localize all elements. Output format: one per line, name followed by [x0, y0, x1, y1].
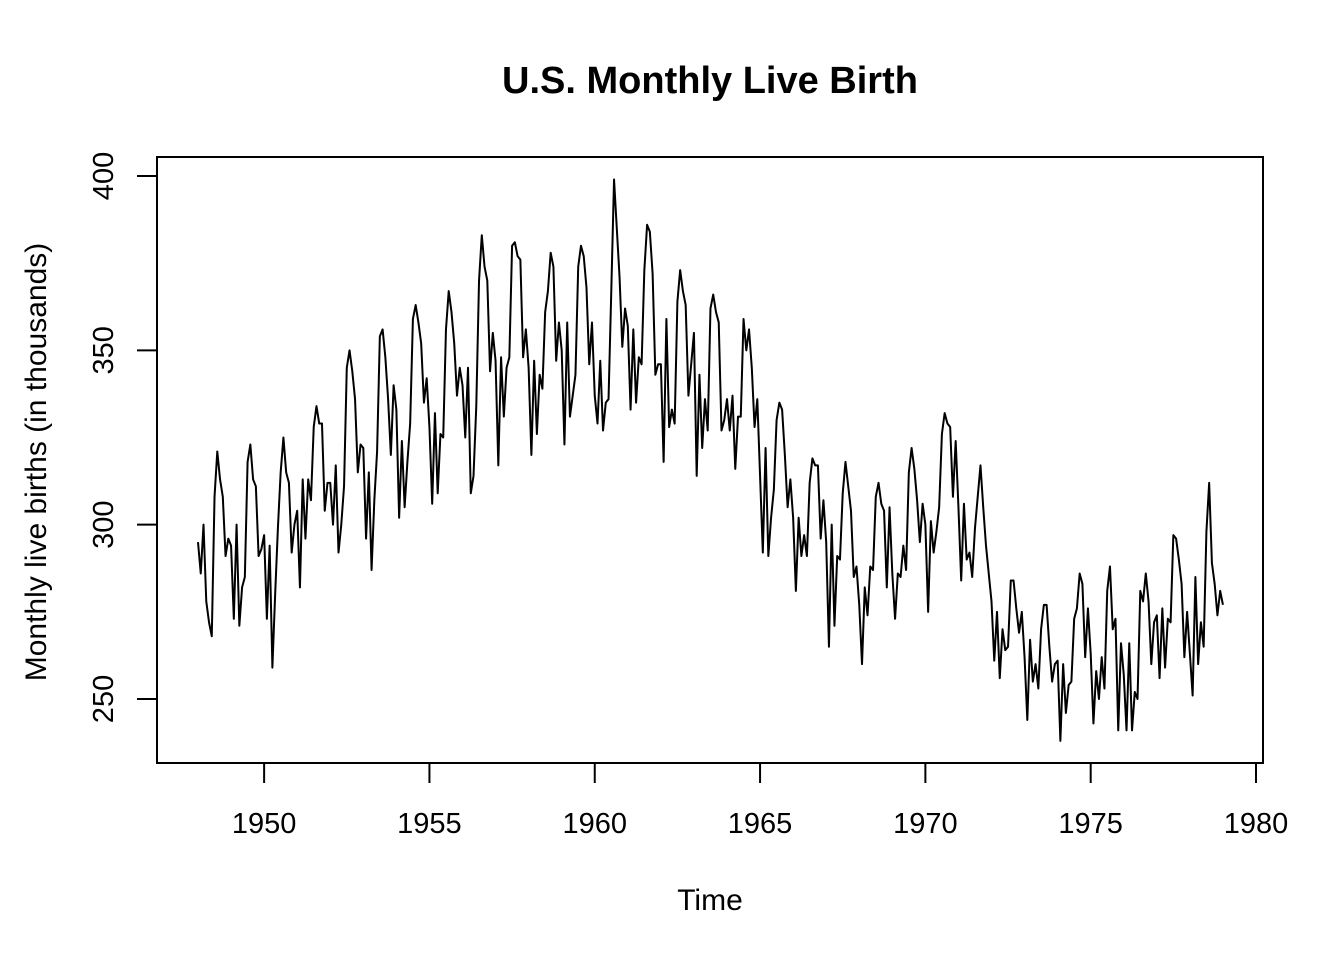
- x-tick-label: 1960: [562, 808, 627, 840]
- y-tick-label: 300: [88, 500, 120, 548]
- x-tick-label: 1950: [232, 808, 297, 840]
- y-tick-label: 350: [88, 326, 120, 374]
- series-line: [197, 178, 1224, 742]
- x-tick-label: 1975: [1058, 808, 1123, 840]
- x-tick-label: 1965: [728, 808, 793, 840]
- y-axis-label: Monthly live births (in thousands): [20, 243, 53, 682]
- x-axis: 1950 1955 1960 1965 1970 1975 1980: [232, 762, 1289, 840]
- y-axis: 250 300 350 400: [88, 152, 158, 723]
- x-tick-label: 1970: [893, 808, 958, 840]
- x-tick-label: 1955: [397, 808, 462, 840]
- x-tick-label: 1980: [1224, 808, 1289, 840]
- y-tick-label: 400: [88, 152, 120, 200]
- chart-title: U.S. Monthly Live Birth: [502, 60, 918, 102]
- x-axis-label: Time: [677, 884, 743, 917]
- y-tick-label: 250: [88, 675, 120, 723]
